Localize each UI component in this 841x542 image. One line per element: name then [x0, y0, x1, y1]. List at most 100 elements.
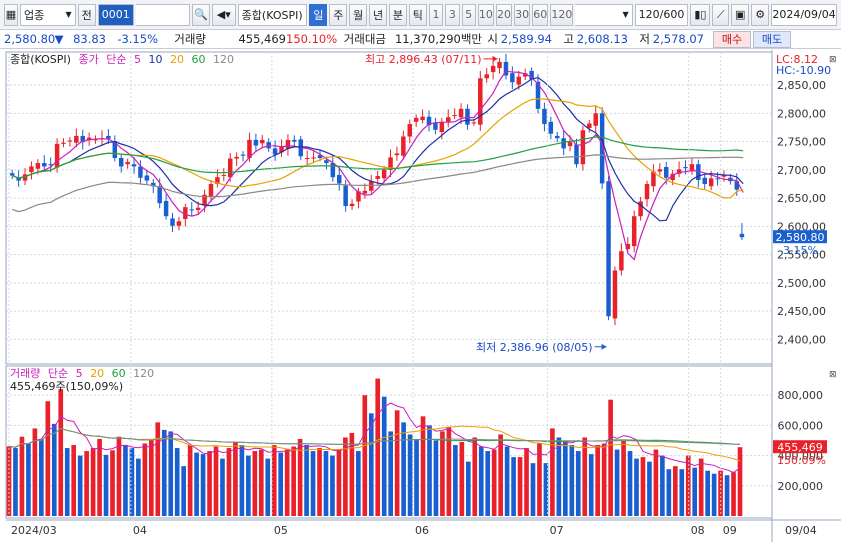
- candle-body: [54, 143, 60, 168]
- interval-1[interactable]: 1: [428, 3, 444, 26]
- vol-legend-60: 60: [112, 367, 126, 380]
- quote-change: 83.83: [73, 32, 106, 46]
- candle-body: [375, 176, 380, 179]
- chevron-down-icon[interactable]: ▼: [622, 10, 629, 19]
- interval-30[interactable]: 30: [514, 3, 531, 26]
- candle-body: [612, 270, 618, 319]
- candle-body: [574, 144, 579, 165]
- price-plot: [9, 54, 745, 350]
- market-select[interactable]: 업종 ▼: [20, 3, 76, 26]
- candle-body: [465, 108, 470, 125]
- candle-body: [452, 115, 457, 117]
- x-tick-label: 06: [415, 524, 429, 537]
- volume-bar: [233, 442, 238, 516]
- candle-body: [555, 135, 560, 139]
- volume-bar: [336, 449, 342, 516]
- x-tick-label: 09/04: [785, 524, 817, 537]
- candle-body: [195, 207, 201, 210]
- x-axis: 2024/03 04 05 06 07 08 09 09/04: [6, 52, 841, 537]
- volume-bar: [524, 448, 529, 516]
- volume-bar: [200, 454, 206, 516]
- candle-body: [522, 73, 528, 77]
- candle-body: [664, 167, 669, 178]
- volume-bar: [601, 443, 607, 516]
- candle-body: [48, 164, 53, 166]
- search-icon[interactable]: 🔍: [191, 3, 210, 26]
- volume-tick-label: 800,000: [778, 389, 824, 402]
- period-minute[interactable]: 분: [389, 3, 407, 26]
- interval-20[interactable]: 20: [495, 3, 513, 26]
- interval-10[interactable]: 10: [477, 3, 494, 26]
- quote-open: 2,589.94: [500, 32, 552, 46]
- candle-body: [734, 181, 740, 190]
- candle-body: [227, 158, 233, 178]
- volume-bar: [148, 440, 154, 516]
- chart-type-icon[interactable]: ▮▯: [690, 3, 711, 26]
- candle-body: [343, 185, 348, 207]
- candle-body: [86, 137, 92, 140]
- volume-bar: [355, 451, 361, 516]
- volume-bar: [13, 448, 18, 516]
- volume-bar: [123, 445, 128, 516]
- code-input[interactable]: 0001: [97, 3, 135, 26]
- code-spacer[interactable]: [136, 3, 190, 26]
- candle-body: [413, 117, 419, 122]
- candle-body: [362, 190, 368, 194]
- candle-body: [279, 146, 284, 153]
- period-tick[interactable]: 틱: [408, 3, 427, 26]
- period-week[interactable]: 주: [329, 3, 348, 26]
- candle-body: [625, 243, 631, 249]
- date-input[interactable]: 2024/09/04: [771, 3, 838, 26]
- gear-icon[interactable]: ⚙: [751, 3, 770, 26]
- buy-button[interactable]: 매수: [713, 30, 751, 48]
- price-tick-label: 2,550,00: [777, 249, 826, 262]
- chart-area[interactable]: 2,850,00 2,800,00 2,750,00 2,700,00 2,650,00…: [0, 50, 841, 542]
- prev-button[interactable]: 전: [77, 3, 96, 26]
- candle-body: [61, 142, 66, 144]
- quote-high: 2,608.13: [576, 32, 628, 46]
- period-month[interactable]: 월: [349, 3, 368, 26]
- interval-5[interactable]: 5: [461, 3, 476, 26]
- candle-body: [542, 108, 547, 125]
- candle-body: [106, 135, 111, 139]
- candle-body: [739, 233, 745, 238]
- interval-120[interactable]: 120: [550, 3, 574, 26]
- candle-body: [426, 116, 432, 126]
- period-year[interactable]: 년: [369, 3, 387, 26]
- candle-body: [349, 203, 355, 207]
- count-input[interactable]: 120/600: [634, 3, 689, 26]
- x-tick-label: 07: [550, 524, 564, 537]
- panel-collapse-icon[interactable]: ⊠: [829, 370, 837, 380]
- volume-bar: [491, 449, 497, 516]
- candle-body: [266, 142, 271, 149]
- volume-bar: [485, 451, 491, 516]
- sound-icon[interactable]: ◀▾: [211, 3, 236, 26]
- toolbar: ▦ 업종 ▼ 전 0001 🔍 ◀▾ 종합(KOSPI) 일 주 월 년 분 틱 …: [0, 0, 841, 30]
- quote-volume-pct: 150.10%: [286, 32, 338, 46]
- candle-body: [330, 163, 336, 178]
- period-day[interactable]: 일: [309, 3, 328, 26]
- candle-body: [9, 173, 15, 176]
- market-grid-icon[interactable]: ▦: [4, 3, 18, 26]
- volume-bar: [588, 454, 594, 516]
- candle-body: [394, 153, 400, 156]
- volume-bar: [446, 426, 452, 516]
- line-chart-icon[interactable]: ⟋: [712, 3, 730, 26]
- volume-bar: [181, 466, 186, 516]
- candle-body: [260, 139, 265, 144]
- interval-60[interactable]: 60: [532, 3, 549, 26]
- candle-body: [548, 121, 554, 134]
- volume-bar: [427, 425, 432, 516]
- candle-body: [272, 148, 278, 155]
- legend-title: 종합(KOSPI): [10, 53, 71, 66]
- save-icon[interactable]: ▣: [731, 3, 750, 26]
- candle-body: [593, 113, 598, 126]
- sell-button[interactable]: 매도: [753, 30, 791, 48]
- candle-body: [74, 135, 79, 143]
- candle-body: [535, 81, 541, 109]
- price-panel-icon[interactable]: ⊠: [829, 55, 837, 65]
- x-tick-label: 05: [274, 524, 288, 537]
- interval-3[interactable]: 3: [445, 3, 460, 26]
- volume-bar: [595, 445, 601, 516]
- volume-bar: [317, 448, 322, 516]
